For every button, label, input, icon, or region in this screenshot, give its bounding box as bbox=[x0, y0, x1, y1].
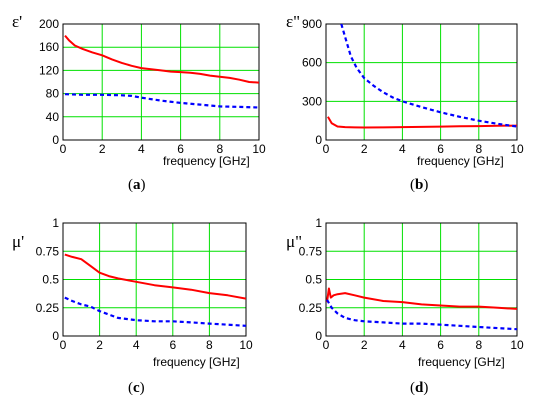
x-tick-label: 8 bbox=[206, 338, 213, 352]
x-tick-label: 6 bbox=[177, 142, 184, 156]
x-tick-label: 10 bbox=[239, 338, 253, 352]
x-tick-label: 2 bbox=[361, 142, 368, 156]
y-axis-label: μ' bbox=[12, 232, 25, 251]
y-tick-label: 0.5 bbox=[42, 273, 59, 287]
y-tick-label: 0.25 bbox=[36, 301, 60, 315]
plot-frame bbox=[62, 222, 247, 337]
x-tick-label: 4 bbox=[399, 142, 406, 156]
x-tick-label: 10 bbox=[510, 142, 524, 156]
caption-letter: d bbox=[415, 380, 424, 396]
y-tick-label: 0 bbox=[52, 329, 59, 343]
series-line-solid bbox=[64, 34, 259, 84]
x-axis-label: frequency [GHz] bbox=[163, 154, 250, 168]
series-line-dashed bbox=[64, 296, 246, 327]
y-tick-label: 200 bbox=[39, 17, 59, 31]
y-axis-label: ε' bbox=[12, 12, 23, 31]
y-tick-label: 900 bbox=[302, 17, 322, 31]
y-tick-label: 160 bbox=[39, 40, 59, 54]
x-tick-label: 6 bbox=[437, 142, 444, 156]
panel-caption: (c) bbox=[128, 380, 145, 396]
panel-a: ε' 0 40 80 120 160 200 0 2 4 6 8 10 frequency [GHz]… bbox=[0, 0, 275, 205]
x-tick-label: 4 bbox=[399, 338, 406, 352]
y-tick-label: 0.75 bbox=[299, 244, 323, 258]
x-tick-label: 8 bbox=[475, 338, 482, 352]
panel-caption: (a) bbox=[128, 177, 146, 193]
series-line-dashed bbox=[64, 93, 259, 109]
x-axis-label: frequency [GHz] bbox=[417, 154, 504, 168]
y-tick-label: 0.75 bbox=[36, 244, 60, 258]
x-tick-label: 6 bbox=[169, 338, 176, 352]
plot-frame bbox=[325, 222, 518, 337]
x-tick-label: 10 bbox=[252, 142, 266, 156]
series-line-solid bbox=[327, 116, 517, 129]
y-tick-label: 1 bbox=[315, 216, 322, 230]
caption-letter: b bbox=[415, 177, 424, 193]
plot-frame bbox=[62, 23, 260, 141]
x-tick-label: 8 bbox=[216, 142, 223, 156]
x-tick-label: 2 bbox=[99, 142, 106, 156]
series-line-dashed bbox=[326, 299, 517, 331]
series-line-solid bbox=[326, 287, 517, 310]
y-tick-label: 1 bbox=[52, 216, 59, 230]
panel-c: μ' 0 0.25 0.5 0.75 1 0 2 4 6 8 10 frequency [GHz] … bbox=[0, 205, 275, 409]
caption-letter: c bbox=[133, 380, 140, 396]
x-tick-label: 4 bbox=[138, 142, 145, 156]
x-tick-label: 0 bbox=[323, 338, 330, 352]
x-tick-label: 10 bbox=[510, 338, 524, 352]
y-tick-label: 0.25 bbox=[299, 301, 323, 315]
panel-caption: (b) bbox=[410, 177, 429, 193]
y-tick-label: 0 bbox=[52, 133, 59, 147]
x-tick-label: 6 bbox=[437, 338, 444, 352]
y-tick-label: 0.5 bbox=[305, 273, 322, 287]
panel-caption: (d) bbox=[410, 380, 429, 396]
y-tick-label: 600 bbox=[302, 56, 322, 70]
x-axis-label: frequency [GHz] bbox=[153, 355, 240, 369]
panel-d: μ" 0 0.25 0.5 0.75 1 0 2 4 6 8 10 frequency [GHz] … bbox=[275, 205, 550, 409]
y-axis-label: μ" bbox=[286, 232, 303, 251]
x-tick-label: 2 bbox=[361, 338, 368, 352]
y-tick-label: 0 bbox=[315, 329, 322, 343]
y-tick-label: 120 bbox=[39, 63, 59, 77]
plot-a: 0 40 80 120 160 200 0 2 4 6 8 10 bbox=[39, 17, 266, 156]
series-line-solid bbox=[64, 253, 246, 300]
x-tick-label: 8 bbox=[475, 142, 482, 156]
x-tick-label: 0 bbox=[60, 338, 67, 352]
y-tick-label: 300 bbox=[302, 94, 322, 108]
plot-frame bbox=[325, 23, 518, 141]
panel-b: ε" 0 300 600 900 0 2 4 6 8 10 frequency [GHz] (b) bbox=[275, 0, 550, 205]
x-tick-label: 0 bbox=[60, 142, 67, 156]
y-tick-label: 40 bbox=[46, 110, 60, 124]
plot-b: 0 300 600 900 0 2 4 6 8 10 bbox=[302, 17, 524, 156]
series-line-dashed bbox=[340, 24, 517, 128]
y-tick-label: 80 bbox=[46, 87, 60, 101]
x-axis-label: frequency [GHz] bbox=[418, 355, 505, 369]
x-tick-label: 4 bbox=[133, 338, 140, 352]
x-tick-label: 2 bbox=[96, 338, 103, 352]
y-axis-label: ε" bbox=[286, 12, 301, 31]
caption-letter: a bbox=[133, 177, 141, 193]
y-tick-label: 0 bbox=[315, 133, 322, 147]
x-tick-label: 0 bbox=[323, 142, 330, 156]
